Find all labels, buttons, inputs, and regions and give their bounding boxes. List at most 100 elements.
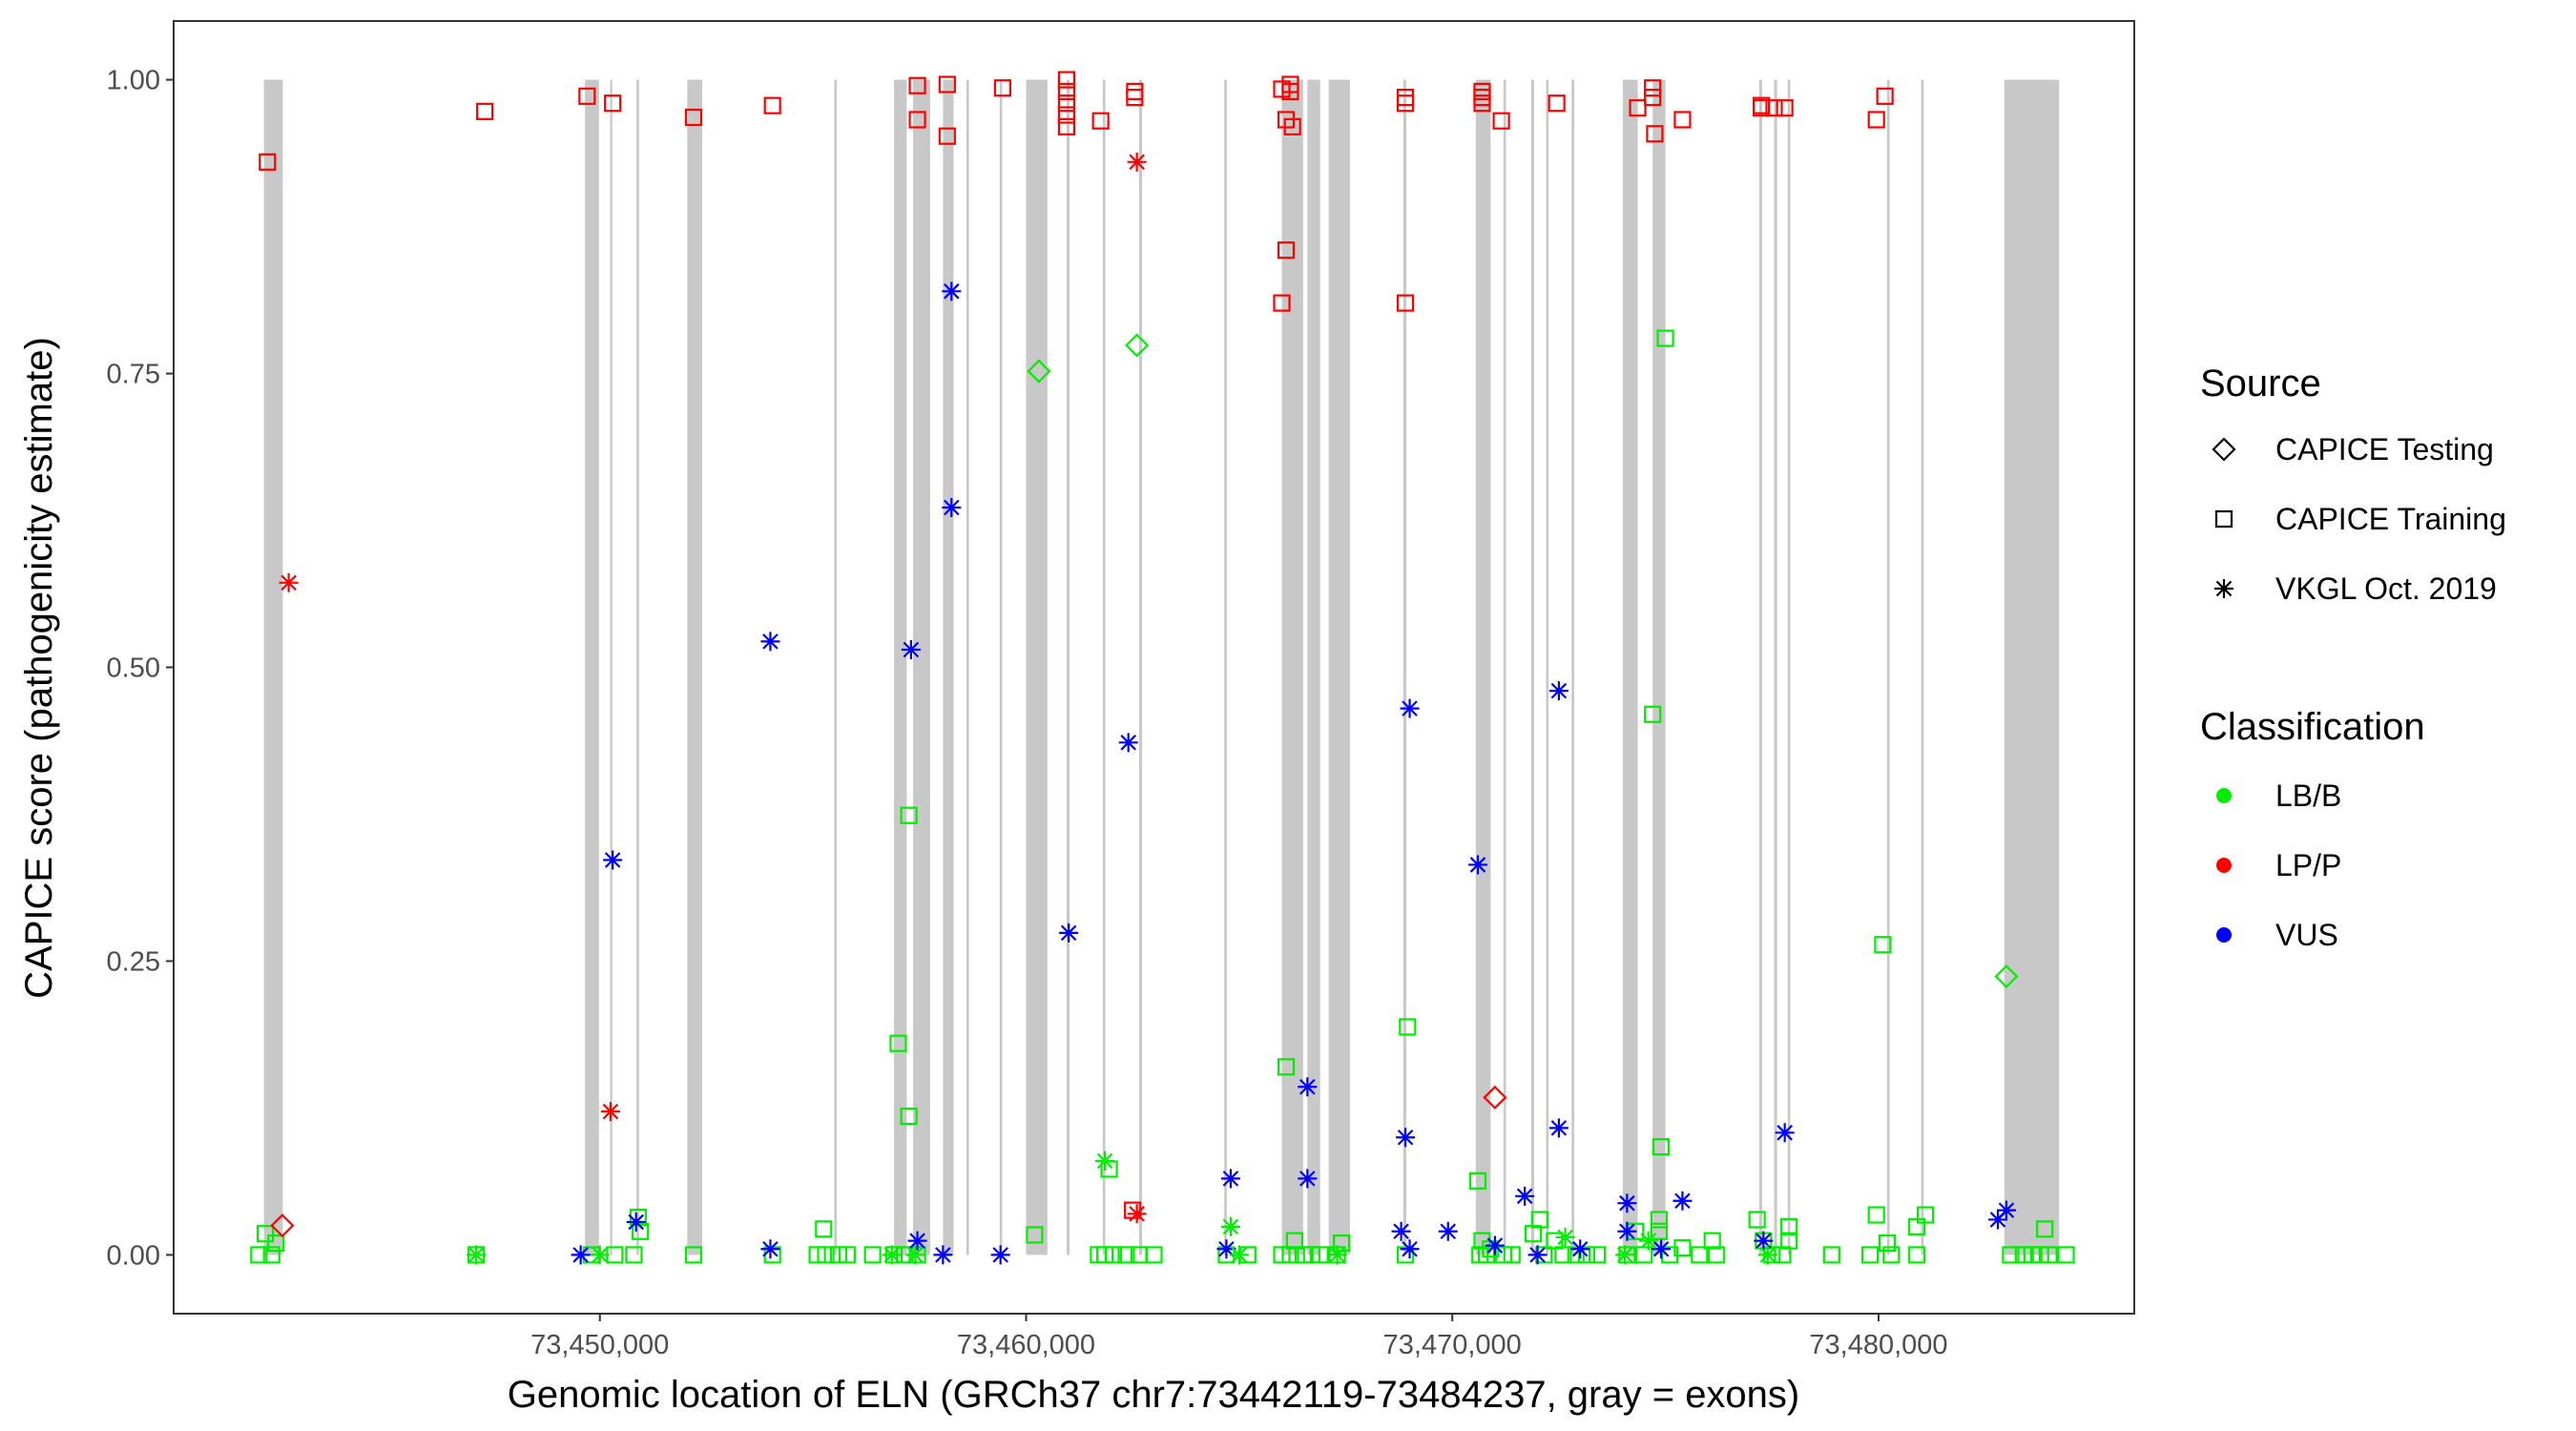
data-point [990,1245,1010,1265]
data-point [908,76,926,94]
data-point [571,1245,591,1265]
data-point [1281,1246,1299,1264]
legend-classification-title: Classification [2200,706,2425,748]
exon-band [1921,79,1924,1255]
legend-label: VUS [2275,918,2338,952]
data-point [1527,1245,1548,1265]
data-point [1091,112,1110,130]
legend-key-square [2214,509,2233,529]
exon-band [1475,79,1491,1255]
legend-key-diamond [2212,437,2236,462]
data-point [1118,733,1138,753]
data-point [838,1246,856,1264]
data-point [1216,1239,1236,1259]
legend-label: LB/B [2275,778,2341,813]
data-point [1644,705,1662,723]
data-point [1652,1137,1671,1156]
data-point [1867,111,1885,129]
data-point [578,87,596,105]
data-point [905,1245,925,1265]
data-point [1878,1234,1896,1253]
data-point [1220,1216,1240,1236]
data-point [1095,1151,1115,1171]
data-point [1125,333,1150,358]
exon-band [1622,79,1638,1255]
data-point [1283,117,1301,135]
exon-band [1102,79,1106,1255]
data-point [1644,88,1662,107]
data-point [1145,1246,1163,1264]
data-point [1996,1200,2016,1220]
y-tick-label: 0.25 [107,946,160,977]
data-point [900,1107,918,1126]
exon-band [1307,79,1320,1255]
exon-band [1787,79,1791,1255]
exon-band [1886,79,1890,1255]
legend-label: LP/P [2275,848,2341,882]
data-point [1298,1169,1318,1189]
data-point [993,79,1012,97]
legend-label: CAPICE Testing [2275,432,2494,467]
y-axis: 0.00 0.25 0.50 0.75 1.00 [107,66,174,1271]
data-point [1703,1232,1721,1250]
data-point [1400,1239,1420,1259]
y-tick-label: 1.00 [107,66,160,96]
data-point [1691,1246,1709,1264]
data-point [1753,96,1771,114]
data-point [1399,1018,1417,1036]
data-point [938,75,956,93]
legend: Source Classification CAPICE Testing CAPI… [2200,363,2506,952]
data-point [1492,112,1510,130]
y-tick-label: 0.75 [107,360,160,390]
data-point [1570,1239,1590,1259]
data-point [1468,1172,1487,1190]
legend-key-dot [2216,858,2232,873]
legend-key-dot [2216,788,2232,803]
data-point [1057,82,1076,101]
data-point [763,96,781,114]
exon-band [1571,79,1574,1255]
data-point [1277,241,1296,259]
exon-band [585,79,599,1255]
data-point [1867,1206,1885,1224]
exon-band [687,79,702,1255]
exon-band [1503,79,1506,1255]
y-tick-label: 0.00 [107,1240,160,1271]
data-point [1503,1246,1521,1264]
exon-band [1066,79,1070,1255]
data-point [1577,1246,1596,1264]
data-point [270,1213,295,1238]
data-point [901,640,921,660]
y-tick-label: 0.50 [107,653,160,684]
x-tick-label: 73,460,000 [957,1330,1095,1360]
data-point [933,1245,953,1265]
data-point [625,1246,643,1264]
exon-band [893,79,907,1255]
exon-band [1138,79,1142,1255]
data-point [1765,99,1783,117]
x-tick-label: 73,470,000 [1383,1330,1522,1360]
data-point [1988,1210,2008,1230]
data-point [1646,125,1664,143]
data-point [1554,1246,1572,1264]
exon-band [966,79,969,1255]
data-point [1673,1238,1692,1257]
data-point [760,632,780,652]
exon-band [1530,79,1534,1255]
data-point [1391,1221,1411,1241]
legend-label: VKGL Oct. 2019 [2275,571,2497,606]
data-point [600,1102,620,1122]
data-point [467,1245,487,1265]
exon-band [1402,79,1406,1255]
exon-band [1281,79,1303,1255]
data-point [2057,1246,2075,1264]
data-point [1524,1225,1543,1243]
data-point [2002,1246,2020,1264]
data-point [1672,1191,1693,1211]
data-point [1530,1211,1548,1229]
data-point [2040,1246,2058,1264]
data-point [1780,1232,1798,1250]
data-point [1822,1246,1840,1264]
data-point [900,806,918,824]
